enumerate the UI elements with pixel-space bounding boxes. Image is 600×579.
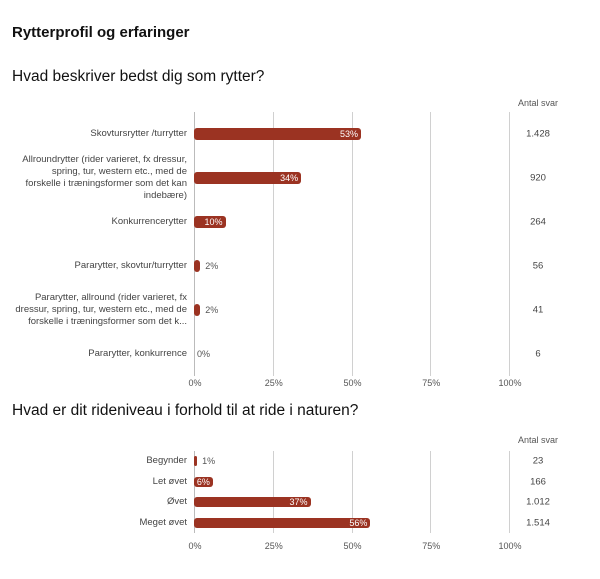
bar [194, 497, 311, 508]
category-label: Skovtursrytter /turrytter [90, 128, 187, 139]
category-label: Pararytter, allround (rider varieret, fx… [15, 292, 187, 327]
bar [194, 517, 371, 528]
page-heading: Rytterprofil og erfaringer [12, 24, 190, 41]
value-label: 6% [196, 476, 210, 487]
x-tick-label: 100% [498, 378, 522, 388]
category-label: Meget øvet [139, 516, 187, 528]
x-tick-label: 100% [498, 541, 522, 551]
category-label: Pararytter, konkurrence [88, 348, 187, 359]
grid-line [194, 112, 195, 376]
grid-line [509, 112, 510, 376]
grid-line [272, 112, 274, 376]
grid-line [194, 451, 195, 533]
category-label: Konkurrencerytter [111, 216, 187, 227]
column-header: Antal svar [517, 98, 559, 108]
value-label: 34% [280, 173, 299, 183]
category-label: Let øvet [152, 475, 187, 487]
count: 41 [532, 304, 544, 316]
bar [194, 476, 213, 487]
value-label: 56% [349, 517, 368, 528]
chart-title: Hvad beskriver bedst dig som rytter? [12, 68, 265, 85]
x-tick-label: 0% [188, 541, 202, 551]
category-label: Allroundrytter (rider varieret, fx dress… [22, 154, 187, 201]
value-label: 1% [202, 456, 216, 467]
value-label: 53% [339, 129, 358, 139]
bar [194, 216, 226, 228]
x-tick-label: 25% [264, 378, 283, 388]
grid-line [430, 112, 432, 376]
count: 56 [532, 260, 544, 272]
count: 1.012 [526, 496, 550, 508]
value-label: 37% [289, 497, 308, 508]
category-label: Begynder [146, 455, 187, 467]
grid-line [351, 451, 353, 533]
x-tick-label: 25% [264, 541, 283, 551]
x-tick-label: 75% [422, 541, 441, 551]
bar [194, 304, 201, 316]
grid-line [351, 112, 353, 376]
x-tick-label: 50% [343, 541, 362, 551]
value-label: 2% [205, 261, 219, 271]
category-label: Pararytter, skovtur/turrytter [74, 260, 187, 271]
grid-line [430, 451, 432, 533]
value-label: 0% [197, 349, 211, 359]
x-tick-label: 50% [343, 378, 362, 388]
x-tick-label: 0% [188, 378, 202, 388]
bar [194, 172, 302, 184]
count: 920 [530, 172, 546, 184]
value-label: 10% [204, 217, 223, 227]
bar [194, 260, 201, 272]
count: 23 [532, 455, 544, 467]
count: 1.514 [526, 517, 550, 529]
bar [194, 128, 361, 140]
count: 166 [530, 476, 546, 488]
column-header: Antal svar [517, 435, 559, 445]
count: 1.428 [526, 128, 550, 140]
value-label: 2% [205, 305, 219, 315]
count: 6 [535, 348, 541, 360]
grid-line [509, 451, 510, 533]
category-label: Øvet [166, 496, 187, 508]
count: 264 [530, 216, 546, 228]
chart-title: Hvad er dit rideniveau i forhold til at … [12, 402, 359, 419]
grid-line [272, 451, 274, 533]
x-tick-label: 75% [422, 378, 441, 388]
bar [194, 456, 198, 467]
